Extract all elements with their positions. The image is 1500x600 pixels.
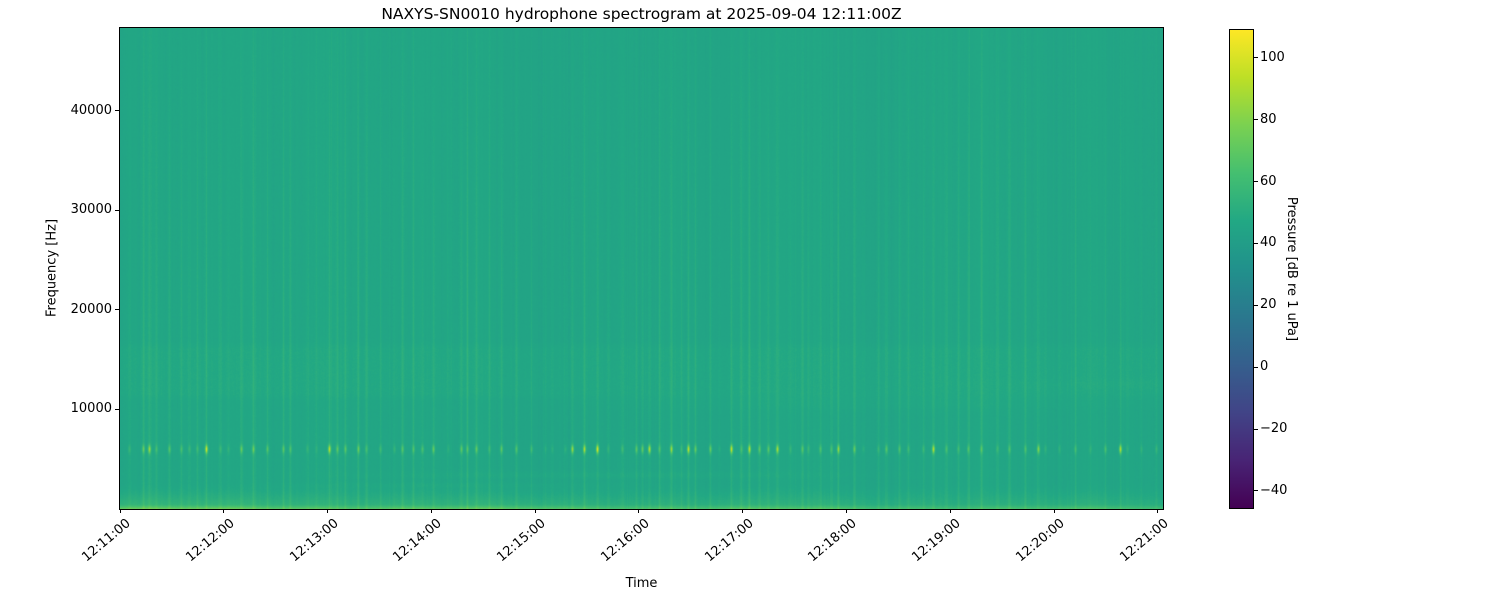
x-tick-label: 12:20:00 bbox=[1013, 516, 1068, 566]
spectrogram-image bbox=[120, 28, 1163, 509]
colorbar-tick bbox=[1254, 490, 1258, 492]
y-tick-label: 10000 bbox=[70, 401, 112, 417]
colorbar-tick bbox=[1254, 304, 1258, 306]
y-tick bbox=[115, 408, 119, 410]
colorbar-tick-label: −20 bbox=[1260, 421, 1288, 437]
chart-title: NAXYS-SN0010 hydrophone spectrogram at 2… bbox=[381, 5, 902, 23]
colorbar-tick bbox=[1254, 242, 1258, 244]
colorbar-tick bbox=[1254, 428, 1258, 430]
colorbar-label: Pressure [dB re 1 uPa] bbox=[1284, 196, 1299, 342]
x-tick-label: 12:14:00 bbox=[390, 516, 445, 566]
x-tick bbox=[534, 509, 536, 513]
x-tick-label: 12:15:00 bbox=[494, 516, 549, 566]
x-tick-label: 12:12:00 bbox=[183, 516, 238, 566]
colorbar-tick bbox=[1254, 366, 1258, 368]
x-tick bbox=[223, 509, 225, 513]
y-tick bbox=[115, 309, 119, 311]
colorbar-tick-label: 60 bbox=[1260, 173, 1277, 189]
x-tick-label: 12:19:00 bbox=[909, 516, 964, 566]
colorbar-tick-label: 100 bbox=[1260, 49, 1285, 65]
y-tick bbox=[115, 209, 119, 211]
colorbar bbox=[1229, 29, 1254, 509]
y-tick-label: 30000 bbox=[70, 202, 112, 218]
x-tick bbox=[742, 509, 744, 513]
colorbar-tick bbox=[1254, 181, 1258, 183]
x-tick bbox=[119, 509, 121, 513]
y-tick-label: 20000 bbox=[70, 301, 112, 317]
colorbar-tick-label: 80 bbox=[1260, 111, 1277, 127]
x-axis-label: Time bbox=[625, 576, 658, 591]
x-tick bbox=[845, 509, 847, 513]
x-tick bbox=[1157, 509, 1159, 513]
y-tick bbox=[115, 110, 119, 112]
x-tick-label: 12:17:00 bbox=[701, 516, 757, 566]
x-tick-label: 12:18:00 bbox=[805, 516, 861, 566]
colorbar-tick bbox=[1254, 119, 1258, 121]
plot-area bbox=[119, 27, 1164, 510]
x-tick bbox=[1053, 509, 1055, 513]
y-axis-label: Frequency [Hz] bbox=[44, 218, 60, 318]
x-tick-label: 12:21:00 bbox=[1117, 516, 1172, 566]
colorbar-gradient bbox=[1230, 30, 1253, 508]
colorbar-tick-label: 20 bbox=[1260, 297, 1277, 313]
colorbar-tick-label: 40 bbox=[1260, 235, 1277, 251]
x-tick bbox=[430, 509, 432, 513]
x-tick bbox=[638, 509, 640, 513]
colorbar-tick-label: −40 bbox=[1260, 482, 1288, 498]
x-tick bbox=[327, 509, 329, 513]
x-tick-label: 12:16:00 bbox=[598, 516, 653, 566]
y-tick-label: 40000 bbox=[70, 102, 112, 118]
x-tick-label: 12:11:00 bbox=[79, 516, 134, 566]
x-tick-label: 12:13:00 bbox=[286, 516, 342, 566]
x-tick bbox=[949, 509, 951, 513]
colorbar-tick-label: 0 bbox=[1260, 359, 1269, 375]
colorbar-tick bbox=[1254, 57, 1258, 59]
